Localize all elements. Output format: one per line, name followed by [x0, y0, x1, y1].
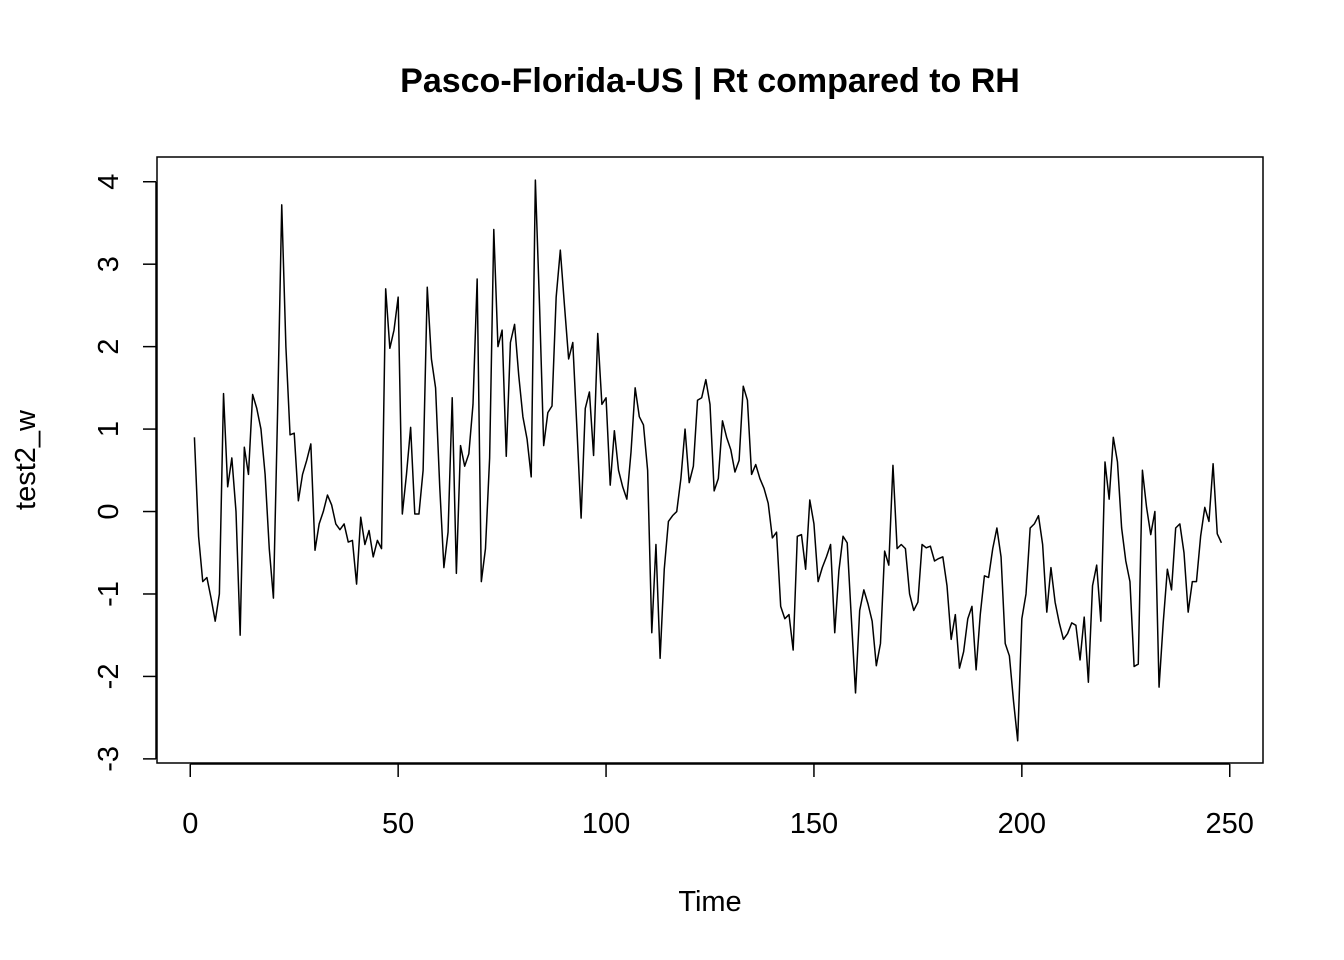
series-line [193, 179, 1223, 742]
x-axis: 0 50 100 150 200 250 [182, 763, 1254, 840]
y-tick-label: -1 [93, 581, 125, 607]
y-tick-label: 0 [93, 503, 125, 519]
y-tick-label: 4 [93, 174, 125, 190]
x-tick-label: 0 [182, 808, 198, 840]
x-tick-label: 250 [1206, 808, 1254, 840]
y-tick-label: 3 [93, 256, 125, 272]
y-axis: -3 -2 -1 0 1 2 3 4 [93, 174, 157, 772]
chart-title: Pasco-Florida-US | Rt compared to RH [400, 62, 1020, 100]
x-tick-label: 50 [382, 808, 414, 840]
plot-frame [156, 156, 1264, 764]
y-tick-label: 1 [93, 421, 125, 437]
y-tick-label: -2 [93, 664, 125, 690]
x-tick-label: 200 [998, 808, 1046, 840]
y-tick-label: 2 [93, 339, 125, 355]
x-tick-label: 150 [790, 808, 838, 840]
x-tick-label: 100 [582, 808, 630, 840]
y-axis-label: test2_w [10, 409, 42, 510]
y-tick-label: -3 [93, 746, 125, 772]
x-axis-label: Time [678, 886, 741, 918]
